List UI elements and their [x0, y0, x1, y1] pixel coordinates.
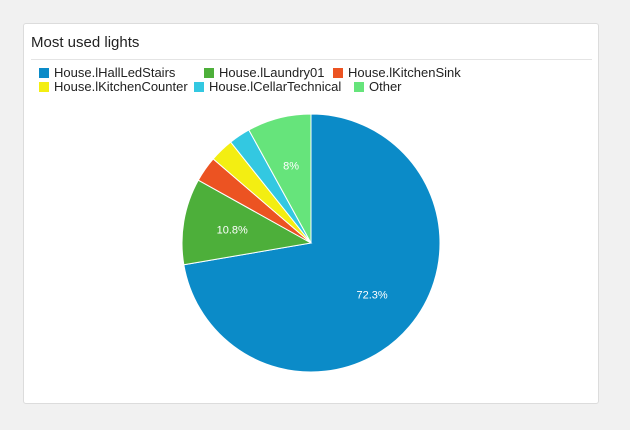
legend-swatch	[354, 82, 364, 92]
slice-label: 10.8%	[217, 225, 248, 237]
legend-label: House.lLaundry01	[219, 65, 325, 80]
slice-label: 72.3%	[356, 290, 387, 302]
legend-label: House.lKitchenCounter	[54, 79, 188, 94]
legend-swatch	[204, 68, 214, 78]
title-divider	[31, 59, 592, 60]
pie-slice[interactable]	[248, 113, 312, 244]
legend-item[interactable]: Other	[354, 80, 414, 94]
legend-swatch	[39, 82, 49, 92]
legend-label: Other	[369, 79, 402, 94]
pie-slice[interactable]	[181, 179, 313, 266]
chart-title: Most used lights	[31, 34, 140, 51]
legend-item[interactable]: House.lCellarTechnical	[194, 80, 354, 94]
legend-item[interactable]: House.lKitchenCounter	[39, 80, 194, 94]
legend-item[interactable]: House.lHallLedStairs	[39, 66, 204, 80]
legend-swatch	[39, 68, 49, 78]
legend-swatch	[333, 68, 343, 78]
legend-label: House.lKitchenSink	[348, 65, 461, 80]
chart-legend: House.lHallLedStairs House.lLaundry01 Hous…	[39, 66, 559, 94]
legend-swatch	[194, 82, 204, 92]
legend-label: House.lHallLedStairs	[54, 65, 176, 80]
legend-item[interactable]: House.lKitchenSink	[333, 66, 461, 80]
legend-label: House.lCellarTechnical	[209, 79, 342, 94]
slice-label: 8%	[283, 161, 299, 173]
legend-item[interactable]: House.lLaundry01	[204, 66, 333, 80]
